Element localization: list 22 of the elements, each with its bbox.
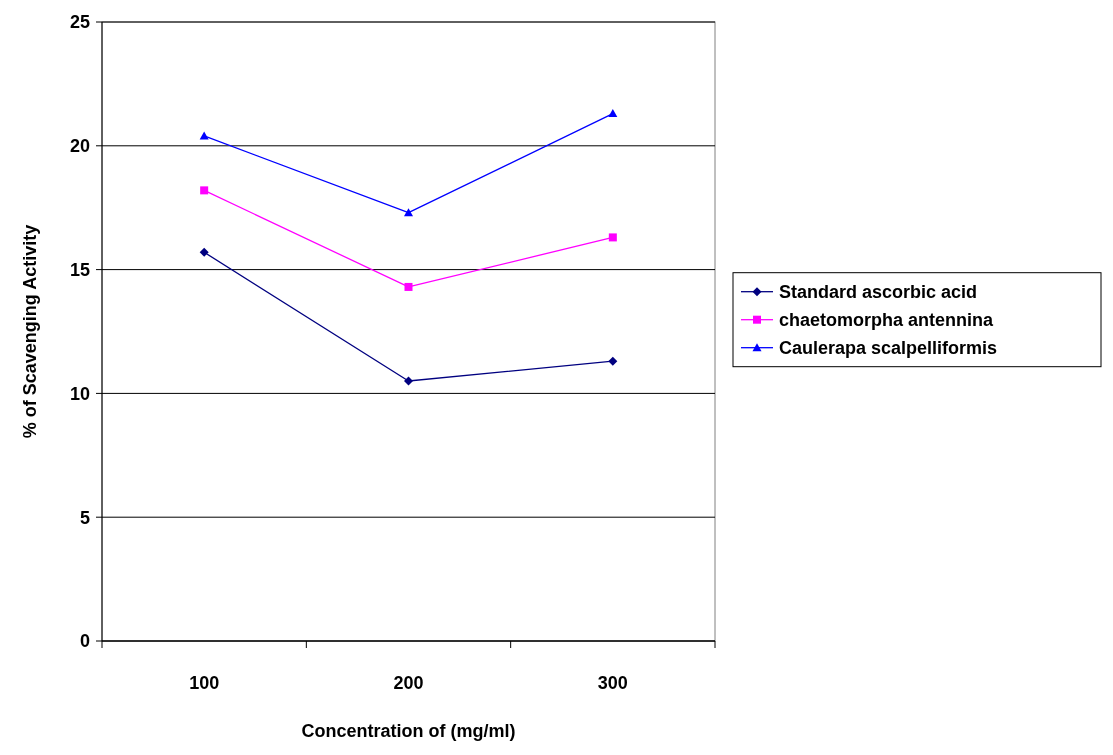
point xyxy=(404,208,413,217)
x-tick-label: 300 xyxy=(597,673,628,693)
point xyxy=(608,233,617,242)
point xyxy=(404,376,413,386)
x-axis-title: Concentration of (mg/ml) xyxy=(301,721,516,741)
y-tick-label: 25 xyxy=(69,12,90,33)
y-tick-label: 0 xyxy=(79,631,90,652)
legend-label: Caulerapa scalpelliformis xyxy=(779,337,998,358)
y-tick-label: 5 xyxy=(79,507,90,528)
y-tick-label: 15 xyxy=(69,259,90,280)
y-tick-label: 10 xyxy=(69,383,90,404)
legend-label: Standard ascorbic acid xyxy=(779,281,978,302)
point xyxy=(200,186,209,195)
point xyxy=(404,282,413,291)
y-axis-title: % of Scavenging Activity xyxy=(20,224,41,439)
point xyxy=(199,247,209,257)
point xyxy=(608,109,618,118)
y-tick-label: 20 xyxy=(69,136,90,157)
x-tick-label: 200 xyxy=(393,673,424,693)
x-tick-label: 100 xyxy=(189,673,220,693)
point xyxy=(608,356,618,366)
legend-label: chaetomorpha antennina xyxy=(779,309,995,330)
